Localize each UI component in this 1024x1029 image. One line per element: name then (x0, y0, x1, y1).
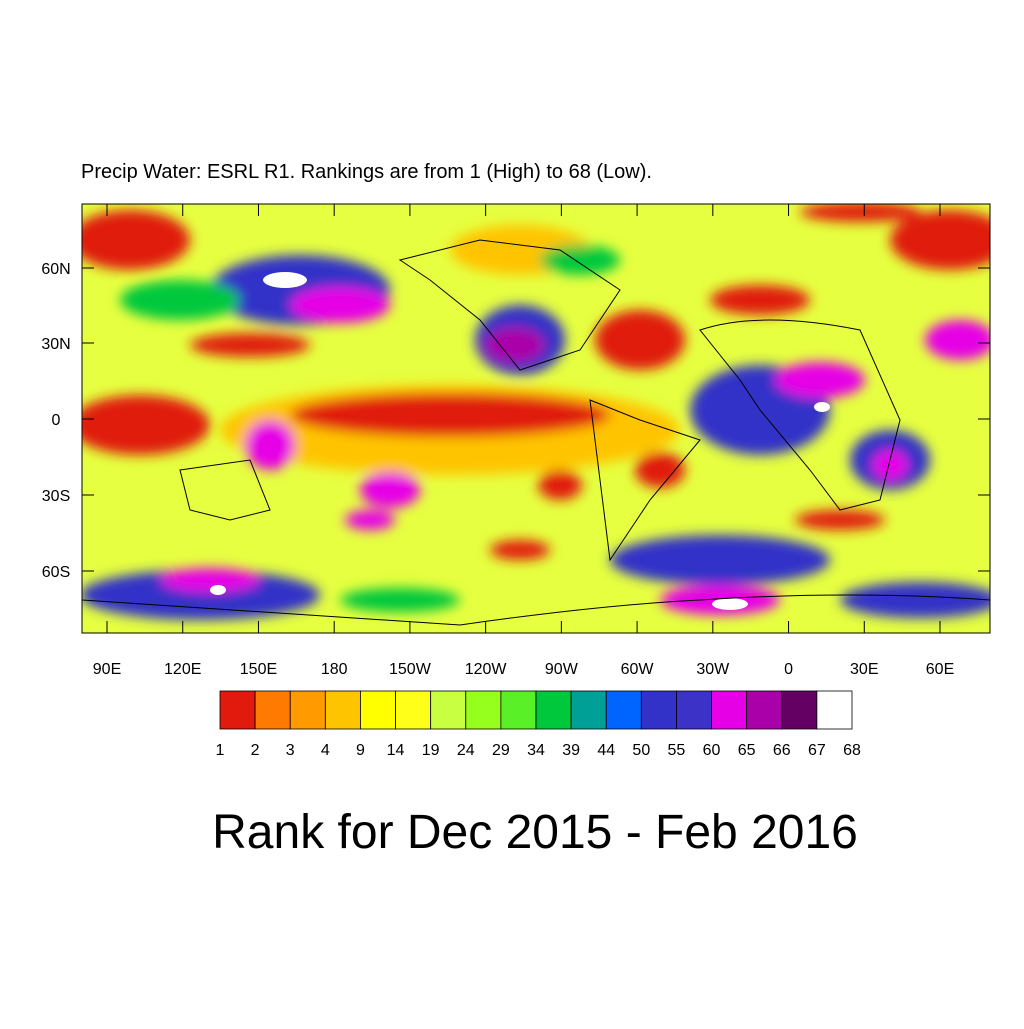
map-title: Precip Water: ESRL R1. Rankings are from… (81, 161, 652, 183)
colorbar-box (746, 690, 783, 730)
colorbar-box (465, 690, 502, 730)
colorbar-box (535, 690, 572, 730)
colorbar-label: 9 (356, 742, 365, 759)
colorbar-box (324, 690, 361, 730)
colorbar-box (360, 690, 396, 730)
colorbar-box (781, 690, 818, 730)
lon-label: 120W (465, 661, 508, 678)
map-axes: 60N 30N 0 30S 60S 90E 120E 150E 180 150W 120W 90W 60… (41, 204, 990, 678)
lon-label: 150W (389, 661, 432, 678)
colorbar-box (219, 690, 256, 730)
colorbar-label: 66 (773, 742, 791, 759)
lat-label: 60S (42, 564, 70, 581)
lon-label: 90E (93, 661, 121, 678)
lon-label: 0 (784, 661, 793, 678)
lat-label: 60N (41, 261, 70, 278)
footer-title: Rank for Dec 2015 - Feb 2016 (212, 806, 858, 859)
colorbar: 1 2 3 4 9 14 19 24 29 34 39 44 50 55 60 65 66 67 68 (216, 690, 861, 759)
colorbar-box (254, 690, 291, 730)
colorbar-label: 4 (321, 742, 330, 759)
colorbar-label: 65 (738, 742, 756, 759)
colorbar-label: 19 (422, 742, 440, 759)
colorbar-box (395, 690, 432, 730)
colorbar-label: 44 (597, 742, 615, 759)
colorbar-box (711, 690, 748, 730)
colorbar-box (676, 690, 712, 730)
colorbar-box (289, 690, 326, 730)
lon-label: 180 (321, 661, 348, 678)
lat-label: 30N (41, 336, 70, 353)
colorbar-label: 3 (286, 742, 295, 759)
colorbar-label: 67 (808, 742, 826, 759)
colorbar-label: 2 (251, 742, 260, 759)
lat-label: 30S (42, 488, 70, 505)
lon-label: 150E (240, 661, 277, 678)
lon-label: 30W (696, 661, 730, 678)
colorbar-label: 68 (843, 742, 861, 759)
colorbar-label: 14 (387, 742, 405, 759)
colorbar-label: 29 (492, 742, 510, 759)
lon-label: 30E (850, 661, 878, 678)
colorbar-label: 34 (527, 742, 545, 759)
lat-label: 0 (52, 412, 61, 429)
colorbar-box (640, 690, 677, 730)
colorbar-label: 50 (632, 742, 650, 759)
colorbar-label: 24 (457, 742, 475, 759)
colorbar-label: 60 (703, 742, 721, 759)
lon-label: 60W (621, 661, 655, 678)
colorbar-box (570, 690, 607, 730)
colorbar-box (430, 690, 467, 730)
colorbar-label: 55 (668, 742, 686, 759)
lon-label: 120E (164, 661, 201, 678)
rank-field (82, 204, 990, 633)
lon-label: 60E (926, 661, 954, 678)
colorbar-box (605, 690, 642, 730)
colorbar-label: 1 (216, 742, 225, 759)
colorbar-box (816, 690, 853, 730)
lon-label: 90W (545, 661, 579, 678)
colorbar-box (500, 690, 537, 730)
colorbar-label: 39 (562, 742, 580, 759)
